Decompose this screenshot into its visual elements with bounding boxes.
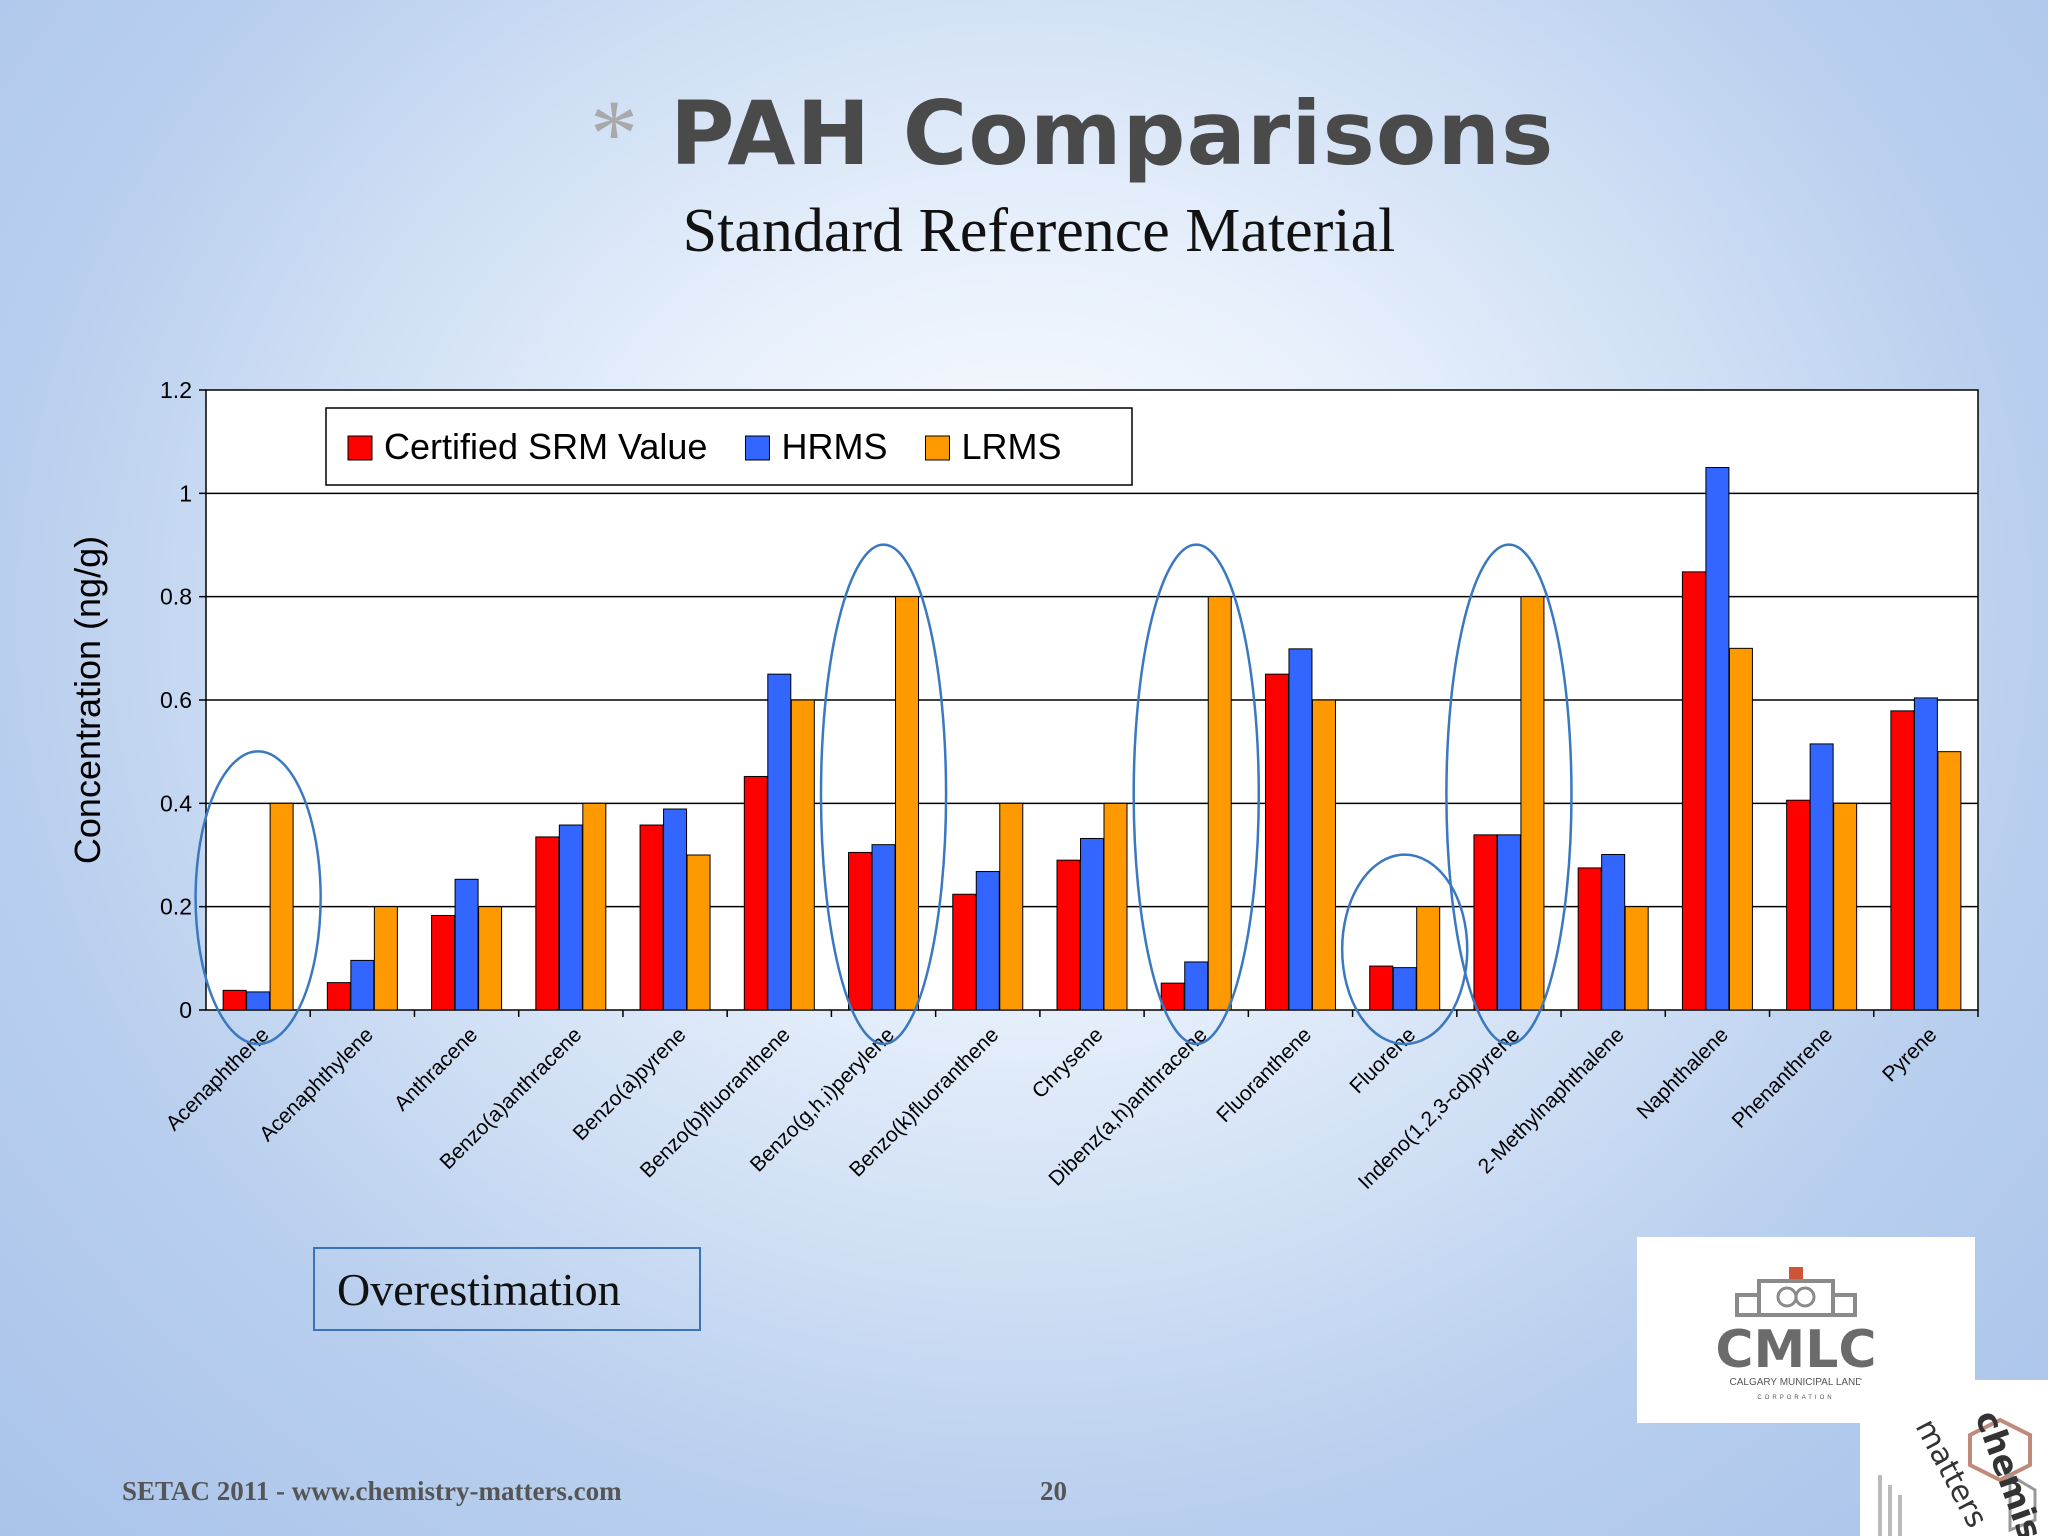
overestimation-label: Overestimation <box>313 1247 701 1331</box>
legend-label: LRMS <box>961 426 1061 467</box>
x-tick-label: Benzo(a)pyrene <box>569 1023 691 1145</box>
bar <box>871 844 896 1011</box>
y-tick-label: 1.2 <box>160 377 192 403</box>
chemistry-matters-logo: chemistry matters <box>1860 1380 2048 1536</box>
bar <box>686 854 711 1011</box>
cmlc-logo-name: CMLC <box>1715 1320 1876 1380</box>
bar <box>663 808 688 1011</box>
bar <box>895 596 920 1011</box>
highlight-ellipse <box>1132 543 1261 1046</box>
bar <box>1207 596 1232 1011</box>
bar <box>999 802 1024 1011</box>
highlight-ellipse <box>1340 853 1469 1046</box>
cmlc-logo-line2: CORPORATION <box>1757 1395 1834 1401</box>
x-tick-label: Fluoranthene <box>1212 1023 1316 1127</box>
bar <box>1311 699 1336 1011</box>
highlight-ellipse <box>1445 543 1573 1046</box>
bar <box>1705 467 1730 1011</box>
bar <box>1264 673 1289 1011</box>
footer-text: SETAC 2011 - www.chemistry-matters.com <box>122 1476 622 1506</box>
bar <box>222 989 247 1011</box>
bar <box>790 699 815 1011</box>
bullet-star: * <box>590 80 638 187</box>
cmlc-logo: CMLC CALGARY MUNICIPAL LAND CORPORATION <box>1637 1237 1975 1423</box>
bar <box>350 959 375 1011</box>
legend-label: Certified SRM Value <box>384 426 707 467</box>
bar <box>1786 799 1811 1011</box>
highlight-ellipse <box>194 750 322 1046</box>
bar <box>952 893 977 1011</box>
y-tick-label: 1 <box>179 480 192 506</box>
bar <box>1890 710 1915 1011</box>
bar <box>1416 906 1441 1011</box>
bar <box>848 851 873 1011</box>
bar <box>326 982 351 1011</box>
bar <box>478 906 503 1011</box>
bar <box>582 802 607 1011</box>
bar <box>1601 853 1626 1011</box>
bar <box>1160 982 1185 1011</box>
x-tick-label: Naphthalene <box>1632 1023 1732 1123</box>
bar <box>431 914 456 1011</box>
bar <box>1913 697 1938 1011</box>
x-tick-label: Anthracene <box>390 1023 482 1115</box>
bar <box>1681 571 1706 1011</box>
bar <box>1809 743 1834 1011</box>
bar <box>373 906 398 1011</box>
x-tick-label: Pyrene <box>1878 1023 1941 1086</box>
bar <box>454 878 479 1011</box>
page-number: 20 <box>1040 1476 1067 1506</box>
legend-swatch <box>347 435 373 461</box>
y-tick-label: 0.6 <box>160 687 192 713</box>
bar <box>743 775 768 1011</box>
bar <box>1496 834 1521 1011</box>
cmlc-logo-line1: CALGARY MUNICIPAL LAND <box>1729 1377 1862 1388</box>
y-axis-label: Concentration (ng/g) <box>67 536 108 864</box>
bar <box>1624 906 1649 1011</box>
legend-box <box>325 407 1133 486</box>
bar <box>1369 965 1394 1011</box>
bar <box>1728 647 1753 1011</box>
bar <box>1103 802 1128 1011</box>
slide-title: PAH Comparisons <box>670 82 1555 185</box>
bar <box>1056 859 1081 1011</box>
bar <box>1473 834 1498 1011</box>
legend-label: HRMS <box>781 426 887 467</box>
bar <box>269 802 294 1011</box>
x-tick-label: Fluorene <box>1345 1023 1420 1098</box>
x-tick-label: Acenaphthylene <box>255 1023 378 1146</box>
bar <box>1833 802 1858 1011</box>
bar <box>558 824 583 1011</box>
bar <box>975 871 1000 1011</box>
y-tick-label: 0.8 <box>160 584 192 610</box>
bar <box>1577 867 1602 1011</box>
bar <box>1392 967 1417 1011</box>
molecule-icon: chemistry matters <box>1878 1405 2048 1536</box>
x-tick-label: Phenanthrene <box>1728 1023 1838 1133</box>
bar <box>639 824 664 1011</box>
slide-subtitle: Standard Reference Material <box>682 197 1396 265</box>
x-tick-label: Chrysene <box>1028 1023 1108 1103</box>
bar <box>1937 751 1962 1011</box>
cmlc-building-icon: CMLC CALGARY MUNICIPAL LAND CORPORATION <box>1715 1267 1877 1401</box>
bar <box>1080 837 1104 1011</box>
bar <box>1288 648 1313 1011</box>
bar <box>767 673 792 1011</box>
bar <box>535 836 560 1011</box>
bar <box>1184 961 1209 1011</box>
y-tick-label: 0.4 <box>160 790 192 816</box>
highlight-ellipse <box>819 543 948 1046</box>
legend-swatch <box>744 435 770 461</box>
y-tick-label: 0 <box>179 997 192 1023</box>
y-tick-label: 0.2 <box>160 894 192 920</box>
x-tick-label: Acenaphthene <box>162 1023 274 1135</box>
legend-swatch <box>924 435 950 461</box>
bar <box>1520 596 1545 1011</box>
bar <box>246 991 271 1011</box>
